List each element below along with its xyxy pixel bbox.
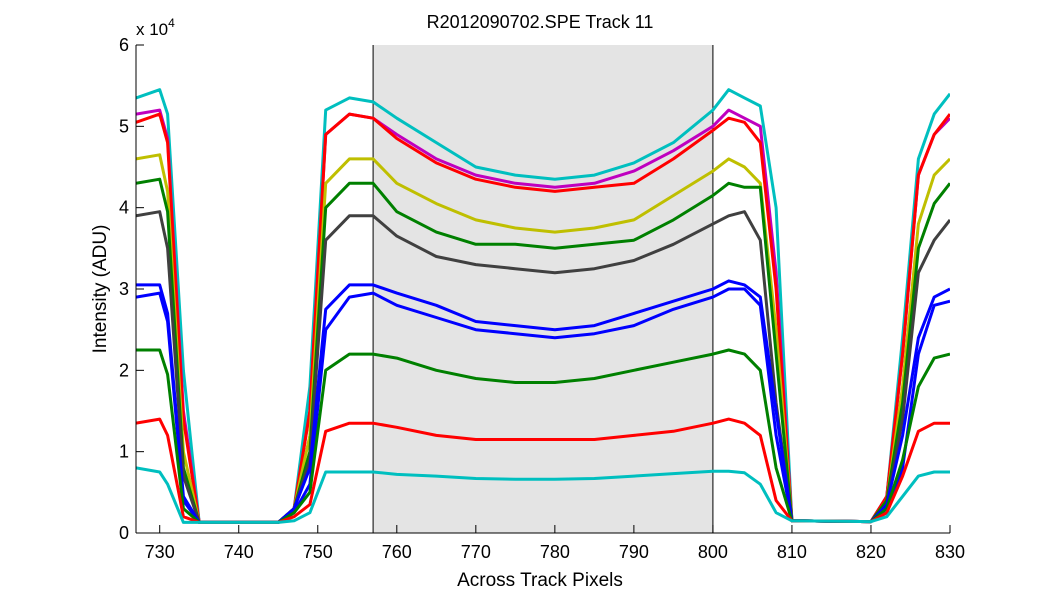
y-tick-label: 4 <box>119 198 129 218</box>
x-tick-label: 760 <box>382 542 412 562</box>
y-tick-label: 5 <box>119 116 129 136</box>
axes-layer: 730 740 750 760 770 780 790 800 810 820 830 0 1 2 3 4 5 6 <box>119 35 965 562</box>
shaded-region-layer <box>372 45 714 533</box>
x-axis-label: Across Track Pixels <box>457 570 623 591</box>
x-tick-label: 790 <box>619 542 649 562</box>
x-tick-label: 820 <box>856 542 886 562</box>
x-tick-label: 750 <box>303 542 333 562</box>
x-tick-label: 800 <box>698 542 728 562</box>
x-tick-label: 780 <box>540 542 570 562</box>
x-tick-label: 770 <box>461 542 491 562</box>
x-tick-label: 830 <box>935 542 965 562</box>
y-exponent-power: 4 <box>168 16 175 30</box>
series-layer <box>136 88 950 524</box>
y-tick-label: 3 <box>119 279 129 299</box>
x-tick-label: 740 <box>224 542 254 562</box>
y-exponent-base: x 10 <box>136 20 168 39</box>
chart-title: R2012090702.SPE Track 11 <box>427 12 654 32</box>
y-tick-label: 0 <box>119 523 129 543</box>
x-tick-label: 810 <box>777 542 807 562</box>
x-tick-label: 730 <box>145 542 175 562</box>
shaded-region <box>373 45 713 533</box>
y-tick-label: 1 <box>119 442 129 462</box>
y-tick-label: 2 <box>119 360 129 380</box>
y-exponent-label: x 104 <box>136 16 175 39</box>
series-line-11 <box>136 466 950 524</box>
y-tick-label: 6 <box>119 35 129 55</box>
y-axis-label: Intensity (ADU) <box>90 225 111 354</box>
